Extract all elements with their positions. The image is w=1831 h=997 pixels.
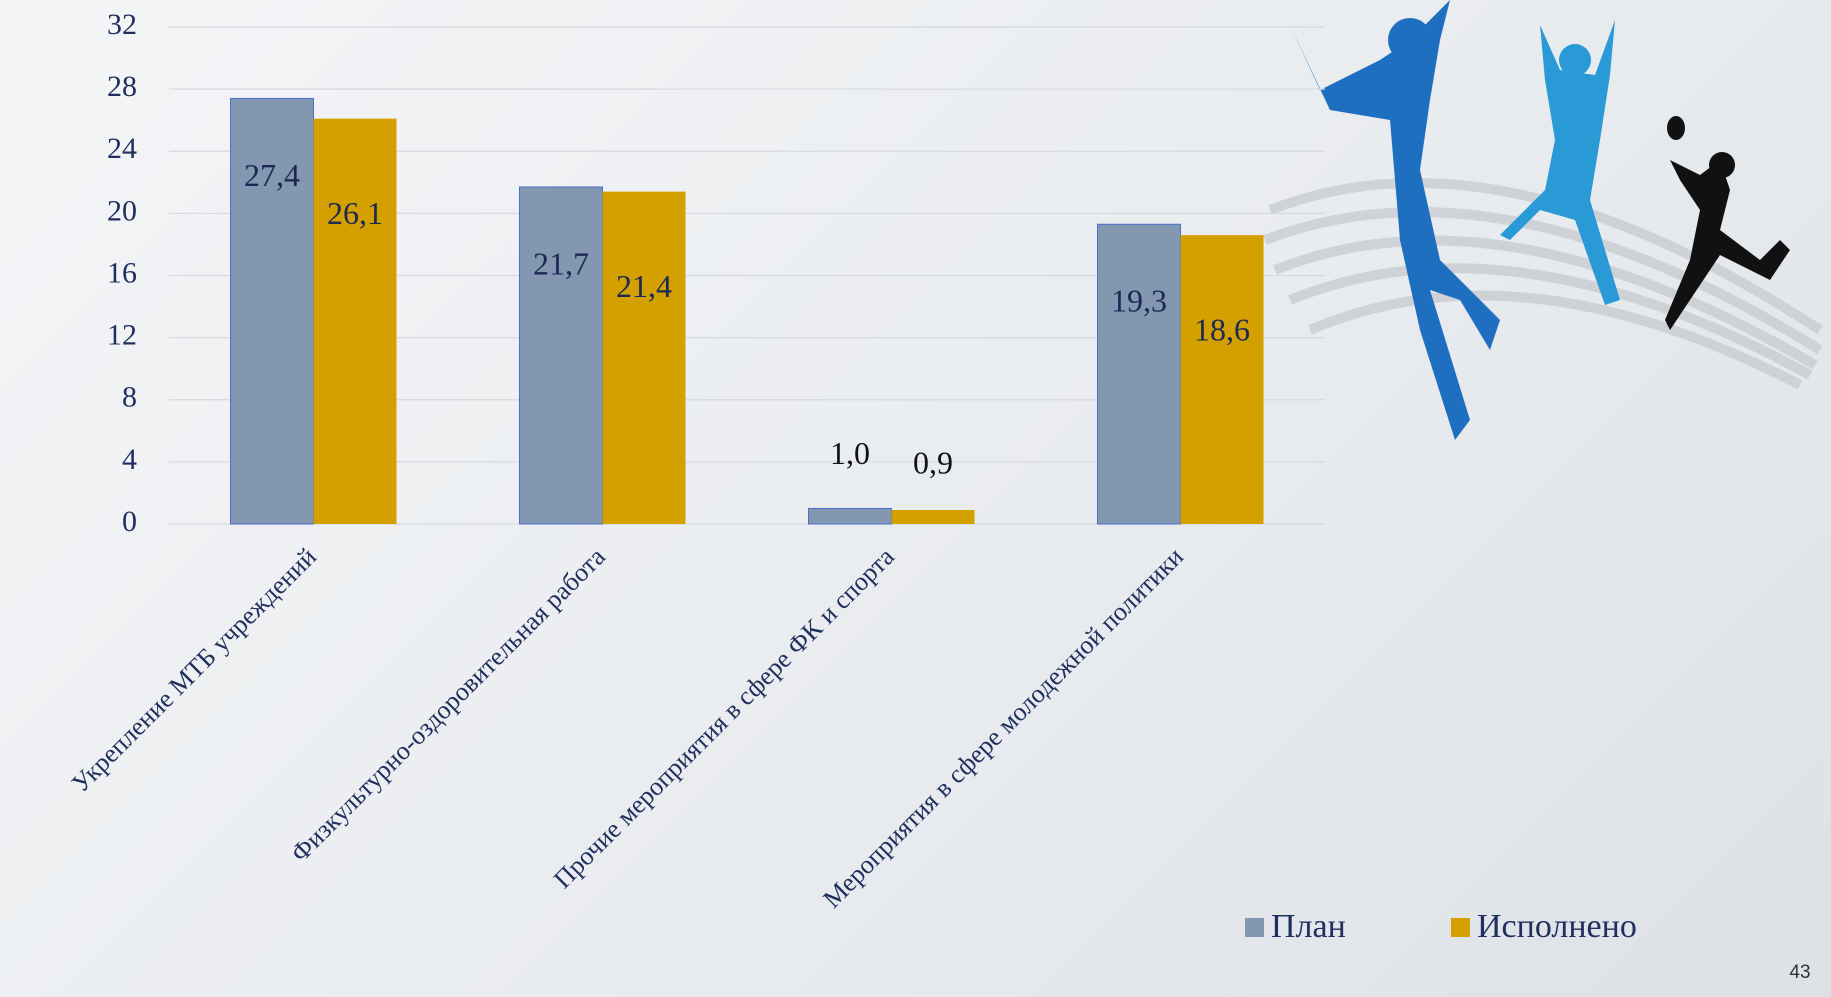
swoosh <box>1268 178 1823 335</box>
legend-label: План <box>1271 908 1346 945</box>
y-tick-label: 8 <box>122 381 137 414</box>
y-tick-label: 16 <box>107 256 137 289</box>
silhouette <box>1290 0 1500 440</box>
y-tick-label: 24 <box>107 132 137 165</box>
bar <box>808 507 892 525</box>
silhouette-head <box>1388 18 1432 62</box>
bar <box>1180 235 1264 524</box>
y-tick-label: 0 <box>122 505 137 538</box>
decoration <box>1263 178 1823 390</box>
x-tick-label: Мероприятия в сфере молодежной политики <box>817 542 1189 914</box>
silhouette-head <box>1709 152 1735 178</box>
bar <box>1097 223 1181 525</box>
silhouette <box>1665 160 1790 330</box>
swoosh <box>1288 263 1813 380</box>
ball <box>1667 116 1685 140</box>
x-tick-label: Прочие мероприятия в сфере ФК и спорта <box>548 542 900 894</box>
bar <box>891 510 975 524</box>
value-label: 27,4 <box>244 157 300 193</box>
value-label: 21,4 <box>616 268 672 304</box>
y-tick-label: 28 <box>107 70 137 103</box>
legend-swatch <box>1451 918 1470 937</box>
athlete <box>1500 20 1620 305</box>
y-tick-label: 12 <box>107 319 137 352</box>
value-label: 19,3 <box>1111 283 1167 319</box>
bar <box>230 97 314 525</box>
y-tick-label: 20 <box>107 194 137 227</box>
bar <box>313 118 397 525</box>
value-label: 26,1 <box>327 195 383 231</box>
silhouette-head <box>1559 44 1591 76</box>
x-tick-label: Укрепление МТБ учреждений <box>66 542 322 798</box>
swoosh <box>1273 235 1818 370</box>
y-tick-label: 32 <box>107 8 137 41</box>
silhouette <box>1500 20 1620 305</box>
value-label: 21,7 <box>533 245 589 281</box>
athlete <box>1665 116 1790 330</box>
bar <box>602 191 686 524</box>
value-label: 18,6 <box>1194 311 1250 347</box>
bar <box>519 186 603 525</box>
y-tick-label: 4 <box>122 443 137 476</box>
page-number: 43 <box>1789 962 1810 983</box>
athlete <box>1290 0 1500 440</box>
legend-label: Исполнено <box>1477 908 1637 945</box>
value-label: 0,9 <box>913 444 953 480</box>
x-tick-label: Физкультурно-оздоровительная работа <box>285 542 611 868</box>
swoosh <box>1308 290 1803 390</box>
legend-swatch <box>1245 918 1264 937</box>
value-label: 1,0 <box>830 435 870 471</box>
